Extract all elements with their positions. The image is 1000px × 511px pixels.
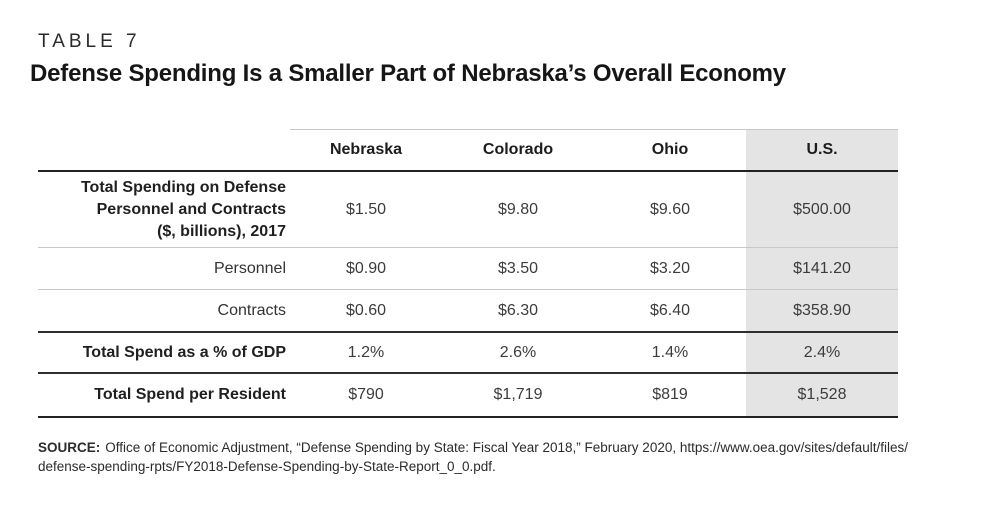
row-label-per-resident: Total Spend per Resident (94, 386, 286, 403)
table-row-personnel: Personnel $0.90 $3.50 $3.20 $141.20 (38, 248, 898, 290)
cell-total-spending-nebraska: $1.50 (345, 200, 387, 218)
table-row-pct-gdp: Total Spend as a % of GDP 1.2% 2.6% 1.4%… (38, 333, 898, 374)
cell-contracts-nebraska: $0.60 (345, 301, 387, 319)
cell-contracts-ohio: $6.40 (649, 301, 691, 319)
cell-personnel-ohio: $3.20 (649, 259, 691, 277)
source-line2: defense-spending-rpts/FY2018-Defense-Spe… (38, 459, 496, 474)
table-row-total-spending: Total Spending on Defense Personnel and … (38, 172, 898, 248)
row-label-total-spending: Total Spending on Defense Personnel and … (80, 178, 286, 240)
table-title: Defense Spending Is a Smaller Part of Ne… (30, 60, 786, 87)
row-label-contracts: Contracts (217, 301, 286, 319)
table-row-per-resident: Total Spend per Resident $790 $1,719 $81… (38, 374, 898, 418)
table-header-row: Nebraska Colorado Ohio U.S. (38, 129, 898, 172)
column-header-us: U.S. (746, 129, 898, 170)
column-header-ohio: Ohio (594, 129, 746, 170)
cell-total-spending-colorado: $9.80 (497, 200, 539, 218)
table-row-contracts: Contracts $0.60 $6.30 $6.40 $358.90 (38, 290, 898, 333)
cell-per-resident-colorado: $1,719 (493, 386, 543, 403)
data-table: Nebraska Colorado Ohio U.S. Total Spendi… (38, 129, 898, 418)
table-number: TABLE 7 (38, 31, 141, 52)
row-label-personnel: Personnel (213, 259, 286, 277)
cell-per-resident-nebraska: $790 (348, 386, 384, 403)
cell-contracts-colorado: $6.30 (497, 301, 539, 319)
cell-personnel-us: $141.20 (746, 248, 898, 289)
source-line1: Office of Economic Adjustment, “Defense … (105, 440, 908, 455)
source-note: SOURCE: Office of Economic Adjustment, “D… (38, 438, 1000, 476)
header-empty-cell (38, 129, 290, 170)
cell-contracts-us: $358.90 (746, 290, 898, 331)
row-label-pct-gdp: Total Spend as a % of GDP (82, 343, 286, 361)
cell-total-spending-ohio: $9.60 (649, 200, 691, 218)
cell-pct-gdp-colorado: 2.6% (499, 343, 537, 361)
column-header-nebraska: Nebraska (290, 129, 442, 170)
source-label: SOURCE: (38, 440, 101, 455)
column-header-colorado: Colorado (442, 129, 594, 170)
cell-per-resident-us: $1,528 (746, 374, 898, 416)
cell-per-resident-ohio: $819 (652, 386, 688, 403)
cell-total-spending-us: $500.00 (746, 172, 898, 247)
cell-pct-gdp-us: 2.4% (746, 333, 898, 372)
cell-pct-gdp-nebraska: 1.2% (347, 343, 385, 361)
cell-personnel-nebraska: $0.90 (345, 259, 387, 277)
cell-personnel-colorado: $3.50 (497, 259, 539, 277)
cell-pct-gdp-ohio: 1.4% (651, 343, 689, 361)
